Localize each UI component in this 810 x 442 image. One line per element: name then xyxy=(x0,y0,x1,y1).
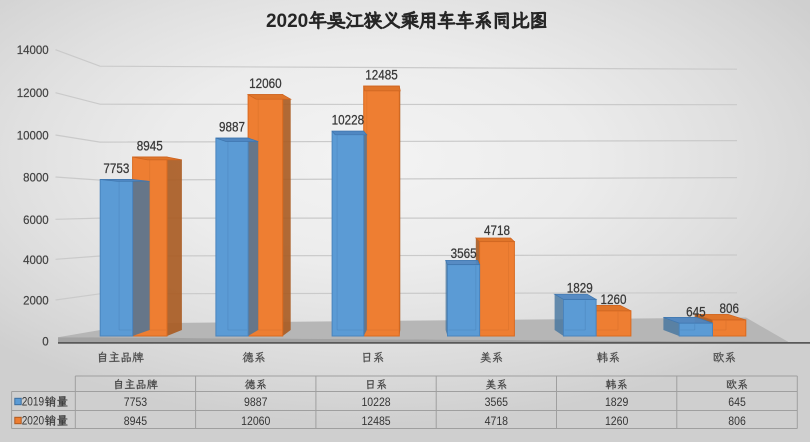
svg-text:2020: 2020 xyxy=(22,414,45,428)
svg-text:12000: 12000 xyxy=(17,86,49,100)
svg-text:12485: 12485 xyxy=(361,414,390,428)
svg-text:645: 645 xyxy=(686,304,706,319)
svg-text:9887: 9887 xyxy=(219,119,245,134)
svg-text:1260: 1260 xyxy=(601,292,627,307)
svg-text:2019: 2019 xyxy=(22,395,45,409)
svg-text:7753: 7753 xyxy=(124,395,147,409)
svg-text:806: 806 xyxy=(719,301,739,316)
svg-text:645: 645 xyxy=(728,395,746,409)
svg-text:806: 806 xyxy=(728,414,746,428)
svg-text:7753: 7753 xyxy=(103,161,129,176)
svg-text:2000: 2000 xyxy=(23,294,49,308)
svg-text:4718: 4718 xyxy=(485,414,508,428)
svg-text:9887: 9887 xyxy=(244,395,267,409)
svg-text:0: 0 xyxy=(42,335,48,349)
svg-text:2020: 2020 xyxy=(266,11,308,32)
svg-text:12060: 12060 xyxy=(249,76,282,91)
svg-text:3565: 3565 xyxy=(451,246,477,261)
svg-text:12485: 12485 xyxy=(365,67,398,82)
svg-text:4000: 4000 xyxy=(23,253,49,267)
svg-text:14000: 14000 xyxy=(17,43,49,57)
svg-text:6000: 6000 xyxy=(23,213,49,227)
svg-text:10000: 10000 xyxy=(17,129,49,143)
svg-text:1260: 1260 xyxy=(605,414,628,428)
svg-text:3565: 3565 xyxy=(485,395,508,409)
svg-text:8945: 8945 xyxy=(137,138,163,153)
svg-text:10228: 10228 xyxy=(361,395,390,409)
svg-text:1829: 1829 xyxy=(567,281,593,296)
svg-text:8000: 8000 xyxy=(23,171,49,185)
svg-text:1829: 1829 xyxy=(605,395,628,409)
svg-text:4718: 4718 xyxy=(484,223,510,238)
svg-text:12060: 12060 xyxy=(241,414,270,428)
svg-text:10228: 10228 xyxy=(332,113,365,128)
svg-text:8945: 8945 xyxy=(124,414,147,428)
